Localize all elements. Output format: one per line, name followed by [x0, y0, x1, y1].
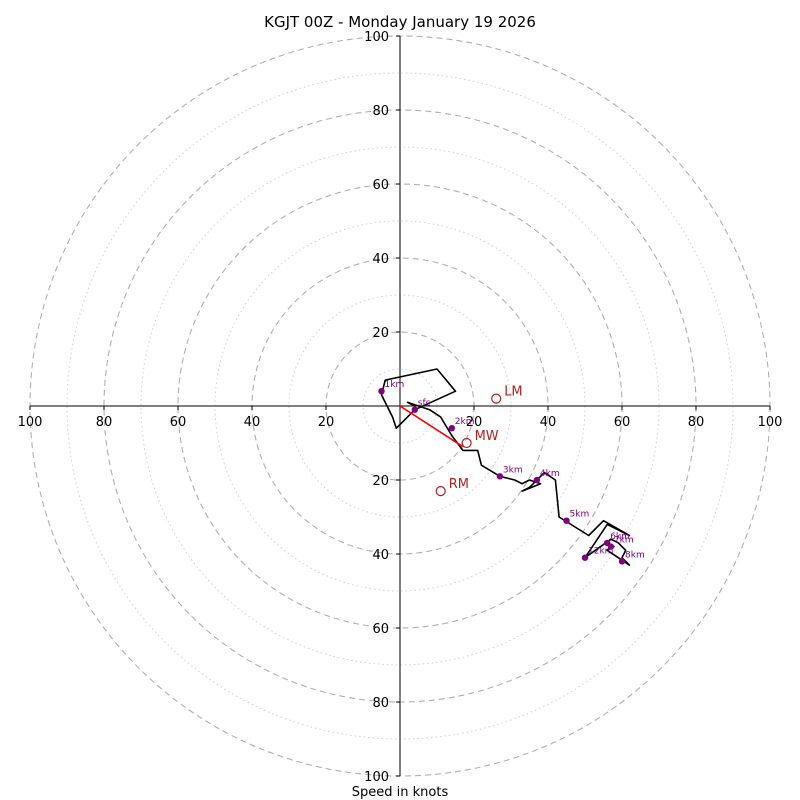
x-tick-label: 20: [466, 415, 483, 430]
height-label-5km: 5km: [570, 510, 590, 520]
y-tick-label: 60: [372, 178, 389, 193]
x-tick-label: 80: [96, 415, 113, 430]
y-tick-label: 80: [372, 104, 389, 119]
height-marker-8km: [618, 558, 626, 565]
height-marker-5km: [563, 517, 570, 524]
y-tick-label: 60: [372, 622, 389, 637]
height-marker-3km: [496, 473, 504, 480]
height-marker-sfc: [411, 406, 418, 413]
chart-title: KGJT 00Z - Monday January 19 2026: [264, 13, 536, 31]
storm-motion-label-rm: RM: [449, 477, 469, 492]
y-tick-label: 80: [372, 696, 389, 711]
height-label-12km: 12km: [588, 547, 613, 557]
height-label-sfc: sfc: [418, 399, 431, 409]
x-axis-label: Speed in knots: [352, 785, 449, 800]
y-tick-label: 40: [372, 252, 389, 267]
x-tick-label: 40: [244, 415, 261, 430]
y-tick-label: 20: [372, 326, 389, 341]
x-tick-label: 100: [758, 415, 783, 430]
x-tick-label: 100: [18, 415, 43, 430]
height-marker-4km: [533, 476, 541, 484]
height-label-8km: 8km: [625, 550, 645, 560]
mean-wind-vector: [399, 405, 464, 448]
y-tick-label: 100: [364, 30, 389, 45]
storm-motion-label-mw: MW: [475, 429, 499, 444]
height-marker-7km: [607, 543, 615, 550]
x-tick-label: 20: [318, 415, 335, 430]
x-tick-label: 40: [540, 415, 557, 430]
x-tick-label: 60: [614, 415, 631, 430]
x-tick-label: 60: [170, 415, 187, 430]
y-tick-label: 40: [372, 548, 389, 563]
x-tick-label: 80: [688, 415, 705, 430]
height-marker-12km: [581, 554, 589, 561]
storm-motion-label-lm: LM: [504, 385, 522, 400]
storm-motion-marker-rm: [435, 486, 446, 497]
height-label-4km: 4km: [540, 469, 560, 479]
hodograph-trace: [380, 368, 631, 566]
storm-motion-marker-lm: [491, 393, 502, 404]
y-tick-label: 20: [372, 474, 389, 489]
tick-labels: 100 80 60 40 20 20 40 60 80 100 100 80 60 40 20 20 40 60 8…: [18, 30, 783, 785]
y-tick-label: 100: [364, 770, 389, 785]
storm-motion-marker-mw: [461, 437, 472, 449]
height-label-2km: 2km: [455, 417, 475, 427]
height-marker-2km: [448, 425, 455, 432]
height-label-7km: 7km: [614, 536, 634, 546]
height-label-1km: 1km: [385, 380, 405, 390]
height-label-6km: 6km: [610, 532, 630, 542]
height-label-3km: 3km: [503, 465, 523, 475]
height-marker-1km: [378, 388, 385, 395]
